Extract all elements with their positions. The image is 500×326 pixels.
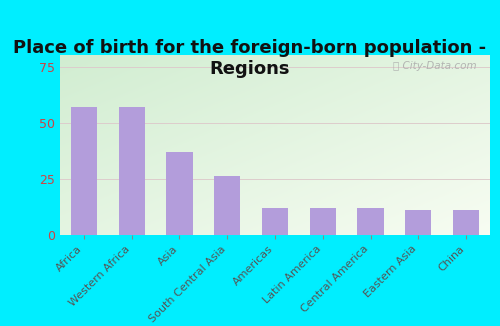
Bar <box>310 208 336 235</box>
Bar <box>71 107 97 235</box>
Text: Ⓜ City-Data.com: Ⓜ City-Data.com <box>394 61 477 71</box>
Bar <box>118 107 145 235</box>
Text: Place of birth for the foreign-born population -
Regions: Place of birth for the foreign-born popu… <box>14 39 486 78</box>
Bar <box>453 210 479 235</box>
Bar <box>405 210 431 235</box>
Bar <box>262 208 288 235</box>
Bar <box>358 208 384 235</box>
Bar <box>166 152 192 235</box>
Bar <box>214 176 240 235</box>
